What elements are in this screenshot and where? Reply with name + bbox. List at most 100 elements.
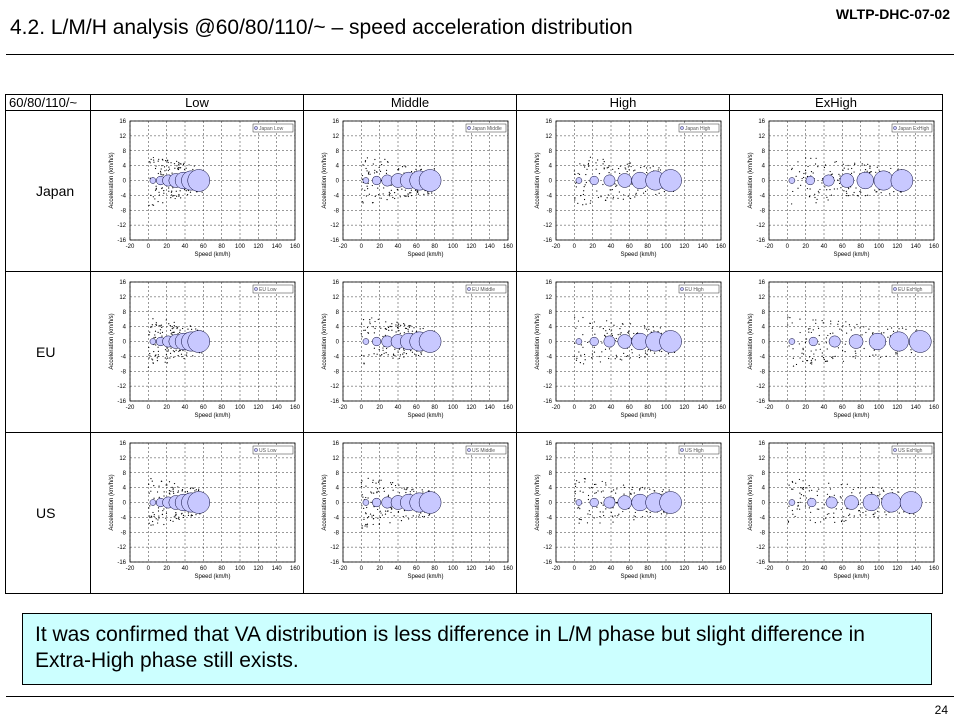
data-point: [152, 156, 154, 159]
x-tick-label: 20: [376, 405, 383, 411]
data-point: [794, 515, 796, 518]
data-point: [616, 356, 618, 358]
data-point: [579, 508, 581, 510]
data-point: [391, 507, 393, 509]
data-point: [792, 357, 794, 359]
data-point: [155, 165, 157, 167]
data-point: [818, 488, 820, 490]
data-point: [865, 510, 867, 512]
data-point: [428, 193, 430, 195]
data-point: [624, 167, 626, 169]
x-tick-label: 140: [698, 566, 709, 572]
data-point: [879, 493, 881, 495]
data-point: [403, 349, 405, 351]
data-point: [176, 160, 178, 162]
data-point: [377, 490, 379, 492]
data-point: [397, 511, 400, 513]
data-point: [388, 193, 390, 196]
data-point: [792, 190, 794, 193]
data-point: [603, 160, 605, 163]
data-point: [175, 514, 177, 516]
data-point: [360, 333, 362, 335]
data-point: [183, 357, 185, 360]
data-point: [158, 496, 160, 498]
data-point: [895, 351, 897, 354]
bubble-mark: [828, 335, 841, 348]
data-point: [627, 355, 629, 357]
bubble-mark: [362, 499, 370, 506]
data-point: [861, 334, 863, 336]
x-tick-label: 40: [821, 566, 828, 572]
x-tick-label: 140: [272, 244, 283, 250]
data-point: [814, 521, 816, 524]
y-tick-label: 12: [332, 295, 339, 301]
data-point: [163, 508, 165, 510]
data-point: [613, 489, 615, 491]
data-point: [173, 324, 175, 327]
x-tick-label: 160: [929, 244, 939, 250]
data-point: [151, 204, 154, 206]
data-point: [382, 193, 384, 195]
data-point: [157, 354, 159, 356]
data-point: [172, 187, 174, 189]
data-point: [653, 490, 655, 492]
x-tick-label: 160: [290, 244, 300, 250]
data-point: [821, 182, 823, 184]
data-point: [160, 172, 162, 174]
data-point: [629, 323, 632, 325]
data-point: [574, 485, 577, 487]
data-point: [364, 525, 366, 527]
data-point: [372, 163, 374, 165]
data-point: [628, 169, 630, 171]
data-point: [191, 514, 193, 517]
data-point: [652, 326, 654, 328]
data-point: [827, 334, 829, 337]
y-tick-label: 4: [549, 486, 553, 492]
data-point: [608, 165, 610, 167]
data-point: [617, 515, 619, 517]
data-point: [371, 202, 374, 204]
data-point: [602, 328, 604, 330]
data-point: [864, 195, 866, 197]
data-point: [154, 189, 157, 191]
data-point: [194, 490, 196, 492]
conclusion-box: It was confirmed that VA distribution is…: [22, 613, 932, 685]
data-point: [837, 323, 839, 325]
data-point: [631, 352, 633, 354]
data-point: [600, 196, 602, 198]
y-axis-label: Acceleration (km/h/s): [535, 152, 541, 208]
data-point: [177, 517, 179, 520]
data-point: [382, 347, 384, 349]
data-point: [621, 323, 624, 325]
data-point: [877, 494, 879, 497]
data-point: [172, 195, 174, 197]
data-point: [158, 485, 160, 487]
data-point: [797, 161, 799, 163]
x-tick-label: 80: [218, 405, 225, 411]
data-point: [391, 508, 393, 510]
data-point: [844, 351, 846, 353]
data-point: [619, 358, 621, 360]
data-point: [644, 327, 646, 329]
bubble-mark: [418, 491, 442, 514]
x-tick-label: 80: [857, 405, 864, 411]
data-point: [816, 198, 818, 200]
data-point: [601, 342, 603, 344]
data-point: [404, 195, 406, 197]
data-point: [648, 328, 650, 330]
x-tick-label: 0: [786, 244, 790, 250]
data-point: [623, 352, 625, 354]
data-point: [627, 166, 629, 168]
data-point: [178, 161, 180, 164]
data-point: [819, 188, 821, 191]
data-point: [187, 514, 190, 516]
data-point: [161, 174, 163, 176]
data-point: [827, 199, 829, 201]
data-point: [608, 348, 611, 350]
panel-cell: 16 12 8 4 0 -4 -8 -12 -16 -20 0 20 40 60 80 100 120 140 16…: [303, 271, 517, 433]
data-point: [183, 162, 185, 164]
data-point: [803, 172, 805, 175]
y-tick-label: -12: [117, 384, 126, 390]
bubble-mark: [372, 497, 382, 508]
plot-frame: [129, 120, 296, 241]
